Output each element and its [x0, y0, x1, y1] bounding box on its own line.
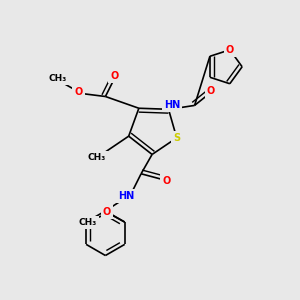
Text: O: O [74, 87, 83, 97]
Text: O: O [207, 85, 215, 96]
Text: O: O [110, 71, 118, 81]
Text: CH₃: CH₃ [49, 74, 67, 83]
Text: CH₃: CH₃ [87, 153, 106, 162]
Text: HN: HN [164, 100, 180, 110]
Text: HN: HN [118, 191, 134, 201]
Text: O: O [103, 207, 111, 217]
Text: O: O [162, 176, 170, 186]
Text: O: O [226, 45, 234, 55]
Text: S: S [173, 133, 180, 143]
Text: CH₃: CH₃ [78, 218, 97, 226]
